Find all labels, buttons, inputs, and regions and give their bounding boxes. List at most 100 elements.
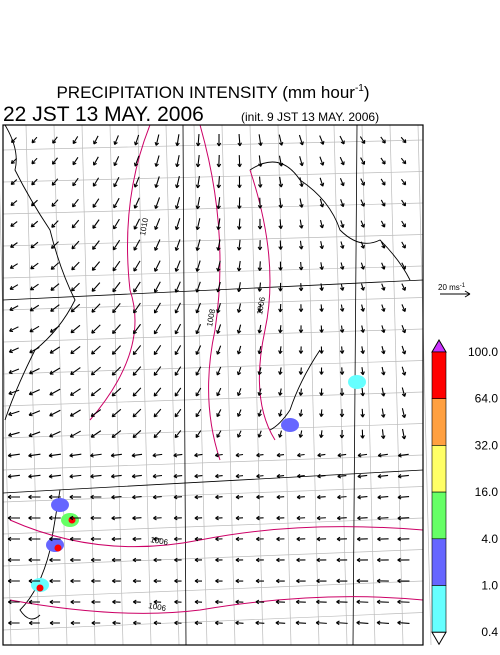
wind-vector [236,388,242,397]
wind-vector [28,474,41,479]
wind-vector [381,346,386,355]
colorbar-segment [431,585,447,633]
wind-vector [153,430,162,439]
wind-vector [132,323,141,335]
wind-vector [194,452,203,458]
wind-vector [215,557,223,563]
wind-vector [49,620,60,626]
wind-vector [112,324,121,335]
wind-vector [376,557,389,563]
wind-vector [133,176,140,188]
wind-vector [376,599,389,605]
wind-vector [174,408,182,418]
wind-vector [216,303,221,314]
wind-vector [214,620,223,626]
wind-vector [216,239,221,251]
wind-vector [401,262,406,270]
wind-vector [70,282,80,292]
wind-vector [276,452,285,458]
wind-vector [381,387,386,397]
wind-vector [299,156,304,167]
wind-vector [111,494,122,500]
wind-vector [276,515,285,521]
wind-vector [91,599,101,605]
wind-vector [296,515,306,521]
wind-vector [336,515,347,521]
wind-vector [278,325,283,334]
wind-vector [216,345,222,355]
wind-vector [174,239,181,252]
wind-vector [235,452,244,458]
wind-vector [401,408,407,419]
wind-vector [339,178,345,187]
wind-vector [236,409,242,417]
wind-vector [7,515,20,521]
wind-vector [215,536,223,542]
map-area: 1010 1008 1006 1006 1006 [0,124,432,646]
wind-vector [132,578,141,584]
wind-vector [152,494,162,500]
wind-vector [298,367,304,375]
wind-vector [298,134,304,146]
wind-vector [235,557,244,563]
wind-scale-label: 20 ms-1 [438,283,466,292]
wind-vector [380,220,386,228]
wind-vector [91,282,101,292]
wind-vector [90,430,102,438]
wind-vector [296,494,305,500]
wind-vector [7,578,20,584]
wind-vector [153,620,162,626]
wind-vector [278,134,284,146]
wind-vector [278,198,284,209]
wind-vector [381,262,386,270]
graticule [2,202,424,215]
wind-vector [132,366,142,376]
wind-vector [360,367,365,376]
wind-vector [90,453,102,458]
wind-vector [50,262,60,270]
wind-vector [31,157,38,165]
wind-vector [380,429,386,439]
wind-vector [175,155,180,168]
wind-vector [7,494,20,500]
wind-vector [133,197,140,209]
wind-vector [397,599,410,605]
wind-vector [154,197,161,210]
wind-vector [275,620,286,626]
wind-vector [7,474,20,479]
wind-vector [360,346,365,355]
wind-vector [216,366,222,376]
wind-vector [356,536,368,542]
wind-vector [132,345,142,356]
wind-vector [173,515,182,521]
graticule [137,124,152,646]
wind-vector [173,494,183,500]
colorbar-over [431,339,447,353]
wind-vector [298,325,304,333]
wind-vector [91,578,101,584]
wind-vector [360,283,365,291]
wind-vector [401,345,407,355]
wind-vector [72,177,79,187]
wind-vector [174,218,181,231]
wind-vector [215,515,223,521]
wind-vector [133,260,141,272]
wind-vector [131,453,143,458]
wind-vector [400,157,407,165]
wind-vector [28,494,41,500]
wind-vector [112,303,121,314]
wind-vector [133,155,140,167]
wind-vector [195,408,202,418]
wind-vector [92,198,100,208]
wind-vector [90,557,101,563]
wind-vector [397,474,409,479]
wind-vector [153,387,162,397]
wind-vector [70,367,81,376]
wind-vector [319,283,324,291]
wind-vector [90,409,102,418]
wind-vector [111,515,122,521]
wind-vector [153,599,162,605]
wind-vector [377,473,389,479]
wind-vector [360,262,365,270]
wind-vector [133,218,141,230]
